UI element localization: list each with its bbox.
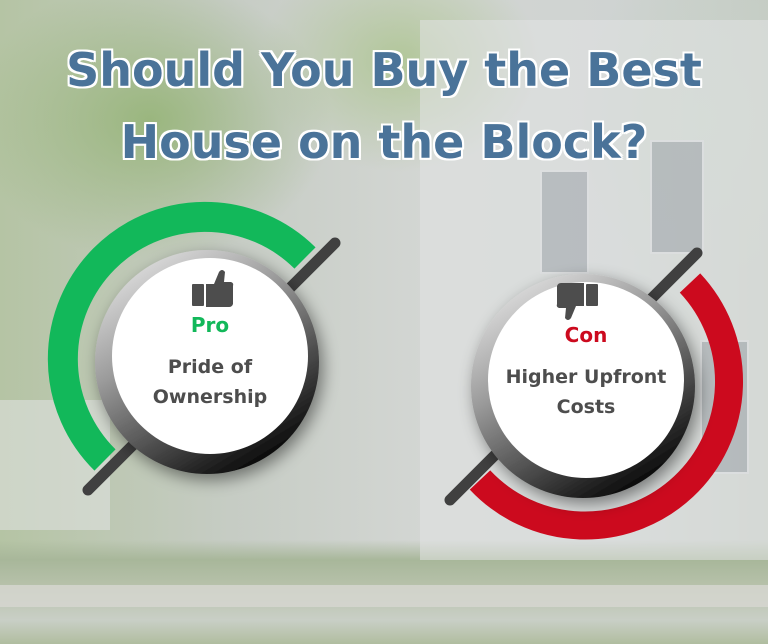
pro-gauge — [47, 201, 341, 496]
con-card: Con Higher Upfront Costs — [476, 320, 696, 422]
con-label: Con — [564, 323, 608, 347]
thumbs-down-icon — [556, 283, 598, 320]
pro-card: Pro Pride of Ownership — [120, 310, 300, 412]
background-sidewalk — [0, 585, 768, 607]
title-line-1: Should You Buy the Best — [66, 43, 702, 97]
page-title: Should You Buy the Best House on the Blo… — [0, 34, 768, 178]
background-window — [540, 170, 589, 274]
background-window — [650, 140, 704, 254]
con-text-line-2: Costs — [556, 396, 616, 418]
con-arc — [469, 273, 743, 540]
con-text-line-1: Higher Upfront — [505, 366, 667, 388]
pro-text-line-1: Pride of — [167, 356, 253, 378]
thumbs-up-icon — [192, 270, 234, 307]
pro-label: Pro — [190, 313, 230, 337]
con-gauge — [444, 247, 743, 540]
pro-text-line-2: Ownership — [152, 386, 268, 408]
title-line-2: House on the Block? — [120, 115, 648, 169]
pro-arc — [47, 201, 316, 471]
